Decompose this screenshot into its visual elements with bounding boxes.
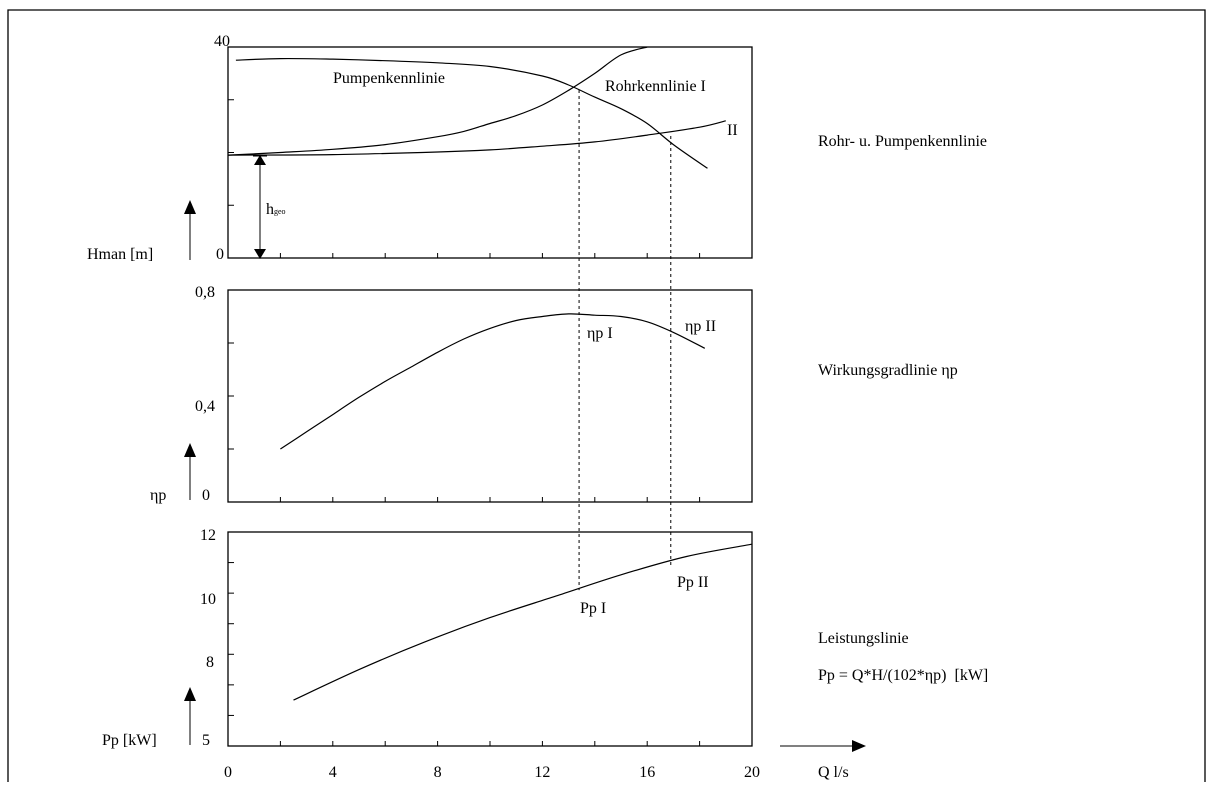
panel-head-curves: 40 0 Hman [m] hgeo Pumpenkennlinie Rohrk… bbox=[87, 33, 987, 263]
series-line-2-0 bbox=[293, 543, 752, 701]
y-tick-label-top: 0,8 bbox=[195, 284, 215, 301]
y-tick-label-top: 40 bbox=[214, 33, 230, 50]
y-tick-label-8: 8 bbox=[206, 654, 214, 671]
hgeo-label: hgeo bbox=[266, 201, 286, 218]
y-tick-label-5: 5 bbox=[202, 732, 210, 749]
label-etap-i: ηp I bbox=[587, 325, 613, 342]
y-tick-label-10: 10 bbox=[200, 591, 216, 608]
panel-efficiency: 0,8 0,4 0 ηp ηp I ηp II Wirkungsgradlini… bbox=[150, 284, 958, 504]
x-tick-label: 16 bbox=[639, 764, 655, 781]
panel-efficiency-curves-layer bbox=[280, 313, 706, 450]
x-tick-label: 8 bbox=[434, 764, 442, 781]
x-tick-label: 4 bbox=[329, 764, 337, 781]
panel-power: 12 10 8 5 Pp [kW] Pp I Pp II Leistungsli… bbox=[102, 527, 988, 749]
hgeo-dimension-arrow bbox=[253, 155, 267, 259]
label-pumpenkennlinie: Pumpenkennlinie bbox=[333, 70, 445, 87]
x-axis-tick-labels: 0 4 8 12 16 20 bbox=[224, 764, 760, 781]
series-line-ii bbox=[228, 120, 726, 156]
label-pp-i: Pp I bbox=[580, 600, 606, 617]
y-tick-label-zero: 0 bbox=[216, 246, 224, 263]
y-axis-label: Pp [kW] bbox=[102, 732, 157, 749]
panel-power-right-label: Leistungslinie bbox=[818, 630, 909, 647]
panel-efficiency-right-label: Wirkungsgradlinie ηp bbox=[818, 362, 958, 379]
panel-efficiency-ticks bbox=[227, 289, 753, 503]
series-line-1-0 bbox=[280, 313, 706, 450]
y-axis-arrow bbox=[184, 687, 196, 745]
series-line-rohrkennlinie-i bbox=[228, 47, 648, 156]
x-tick-label: 20 bbox=[744, 764, 760, 781]
panel-power-frame bbox=[227, 531, 753, 747]
panel-power-ticks bbox=[227, 531, 753, 747]
x-tick-label: 0 bbox=[224, 764, 232, 781]
series-line-pumpenkennlinie bbox=[235, 57, 708, 169]
y-axis-label: ηp bbox=[150, 487, 166, 504]
panel-head-right-label: Rohr- u. Pumpenkennlinie bbox=[818, 133, 987, 150]
label-rohrkennlinie-ii: II bbox=[727, 122, 738, 139]
hgeo-subscript: geo bbox=[274, 207, 286, 216]
label-rohrkennlinie-i: Rohrkennlinie I bbox=[605, 78, 706, 95]
panel-head-curves-layer bbox=[228, 47, 726, 169]
operating-point-guides bbox=[578, 90, 672, 591]
figure-border bbox=[7, 9, 1206, 782]
y-axis-arrow bbox=[184, 200, 196, 260]
label-etap-ii: ηp II bbox=[685, 318, 716, 335]
panel-efficiency-frame bbox=[227, 289, 753, 503]
panel-head-ticks bbox=[227, 46, 753, 259]
x-axis-arrow bbox=[780, 740, 866, 752]
panel-power-curves-layer bbox=[293, 543, 752, 701]
y-tick-label-12: 12 bbox=[200, 527, 216, 544]
y-tick-label-mid: 0,4 bbox=[195, 398, 215, 415]
y-tick-label-zero: 0 bbox=[202, 487, 210, 504]
y-axis-label: Hman [m] bbox=[87, 246, 153, 263]
x-tick-label: 12 bbox=[534, 764, 550, 781]
x-axis-label: Q l/s bbox=[818, 764, 849, 781]
label-pp-ii: Pp II bbox=[677, 574, 709, 591]
y-axis-arrow bbox=[184, 443, 196, 500]
panel-power-formula: Pp = Q*H/(102*ηp) [kW] bbox=[818, 667, 988, 684]
